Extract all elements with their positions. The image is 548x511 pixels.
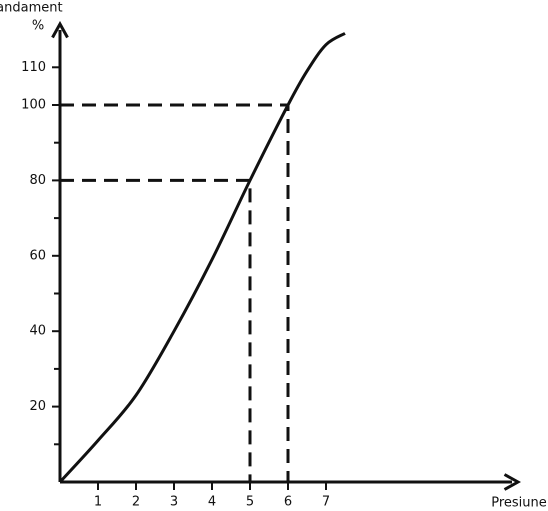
y-tick-label: 20 <box>29 399 46 414</box>
y-axis-label: Randament <box>0 1 63 16</box>
x-tick-label: 4 <box>208 495 216 510</box>
guide-line <box>60 178 252 482</box>
guide-line <box>60 103 290 482</box>
x-axis-label: Presiune <box>491 496 547 511</box>
y-tick-label: 110 <box>21 60 46 75</box>
y-tick-label: 60 <box>29 248 46 263</box>
x-tick-label: 6 <box>284 495 292 510</box>
x-tick-label: 2 <box>132 495 140 510</box>
x-tick-label: 3 <box>170 495 178 510</box>
x-tick-label: 5 <box>246 495 254 510</box>
y-axis-unit: % <box>32 19 44 34</box>
x-tick-label: 1 <box>94 495 102 510</box>
x-tick-label: 7 <box>322 495 330 510</box>
y-tick-label: 100 <box>21 98 46 113</box>
y-tick-label: 40 <box>29 324 46 339</box>
data-line <box>58 32 346 484</box>
y-tick-label: 80 <box>29 173 46 188</box>
